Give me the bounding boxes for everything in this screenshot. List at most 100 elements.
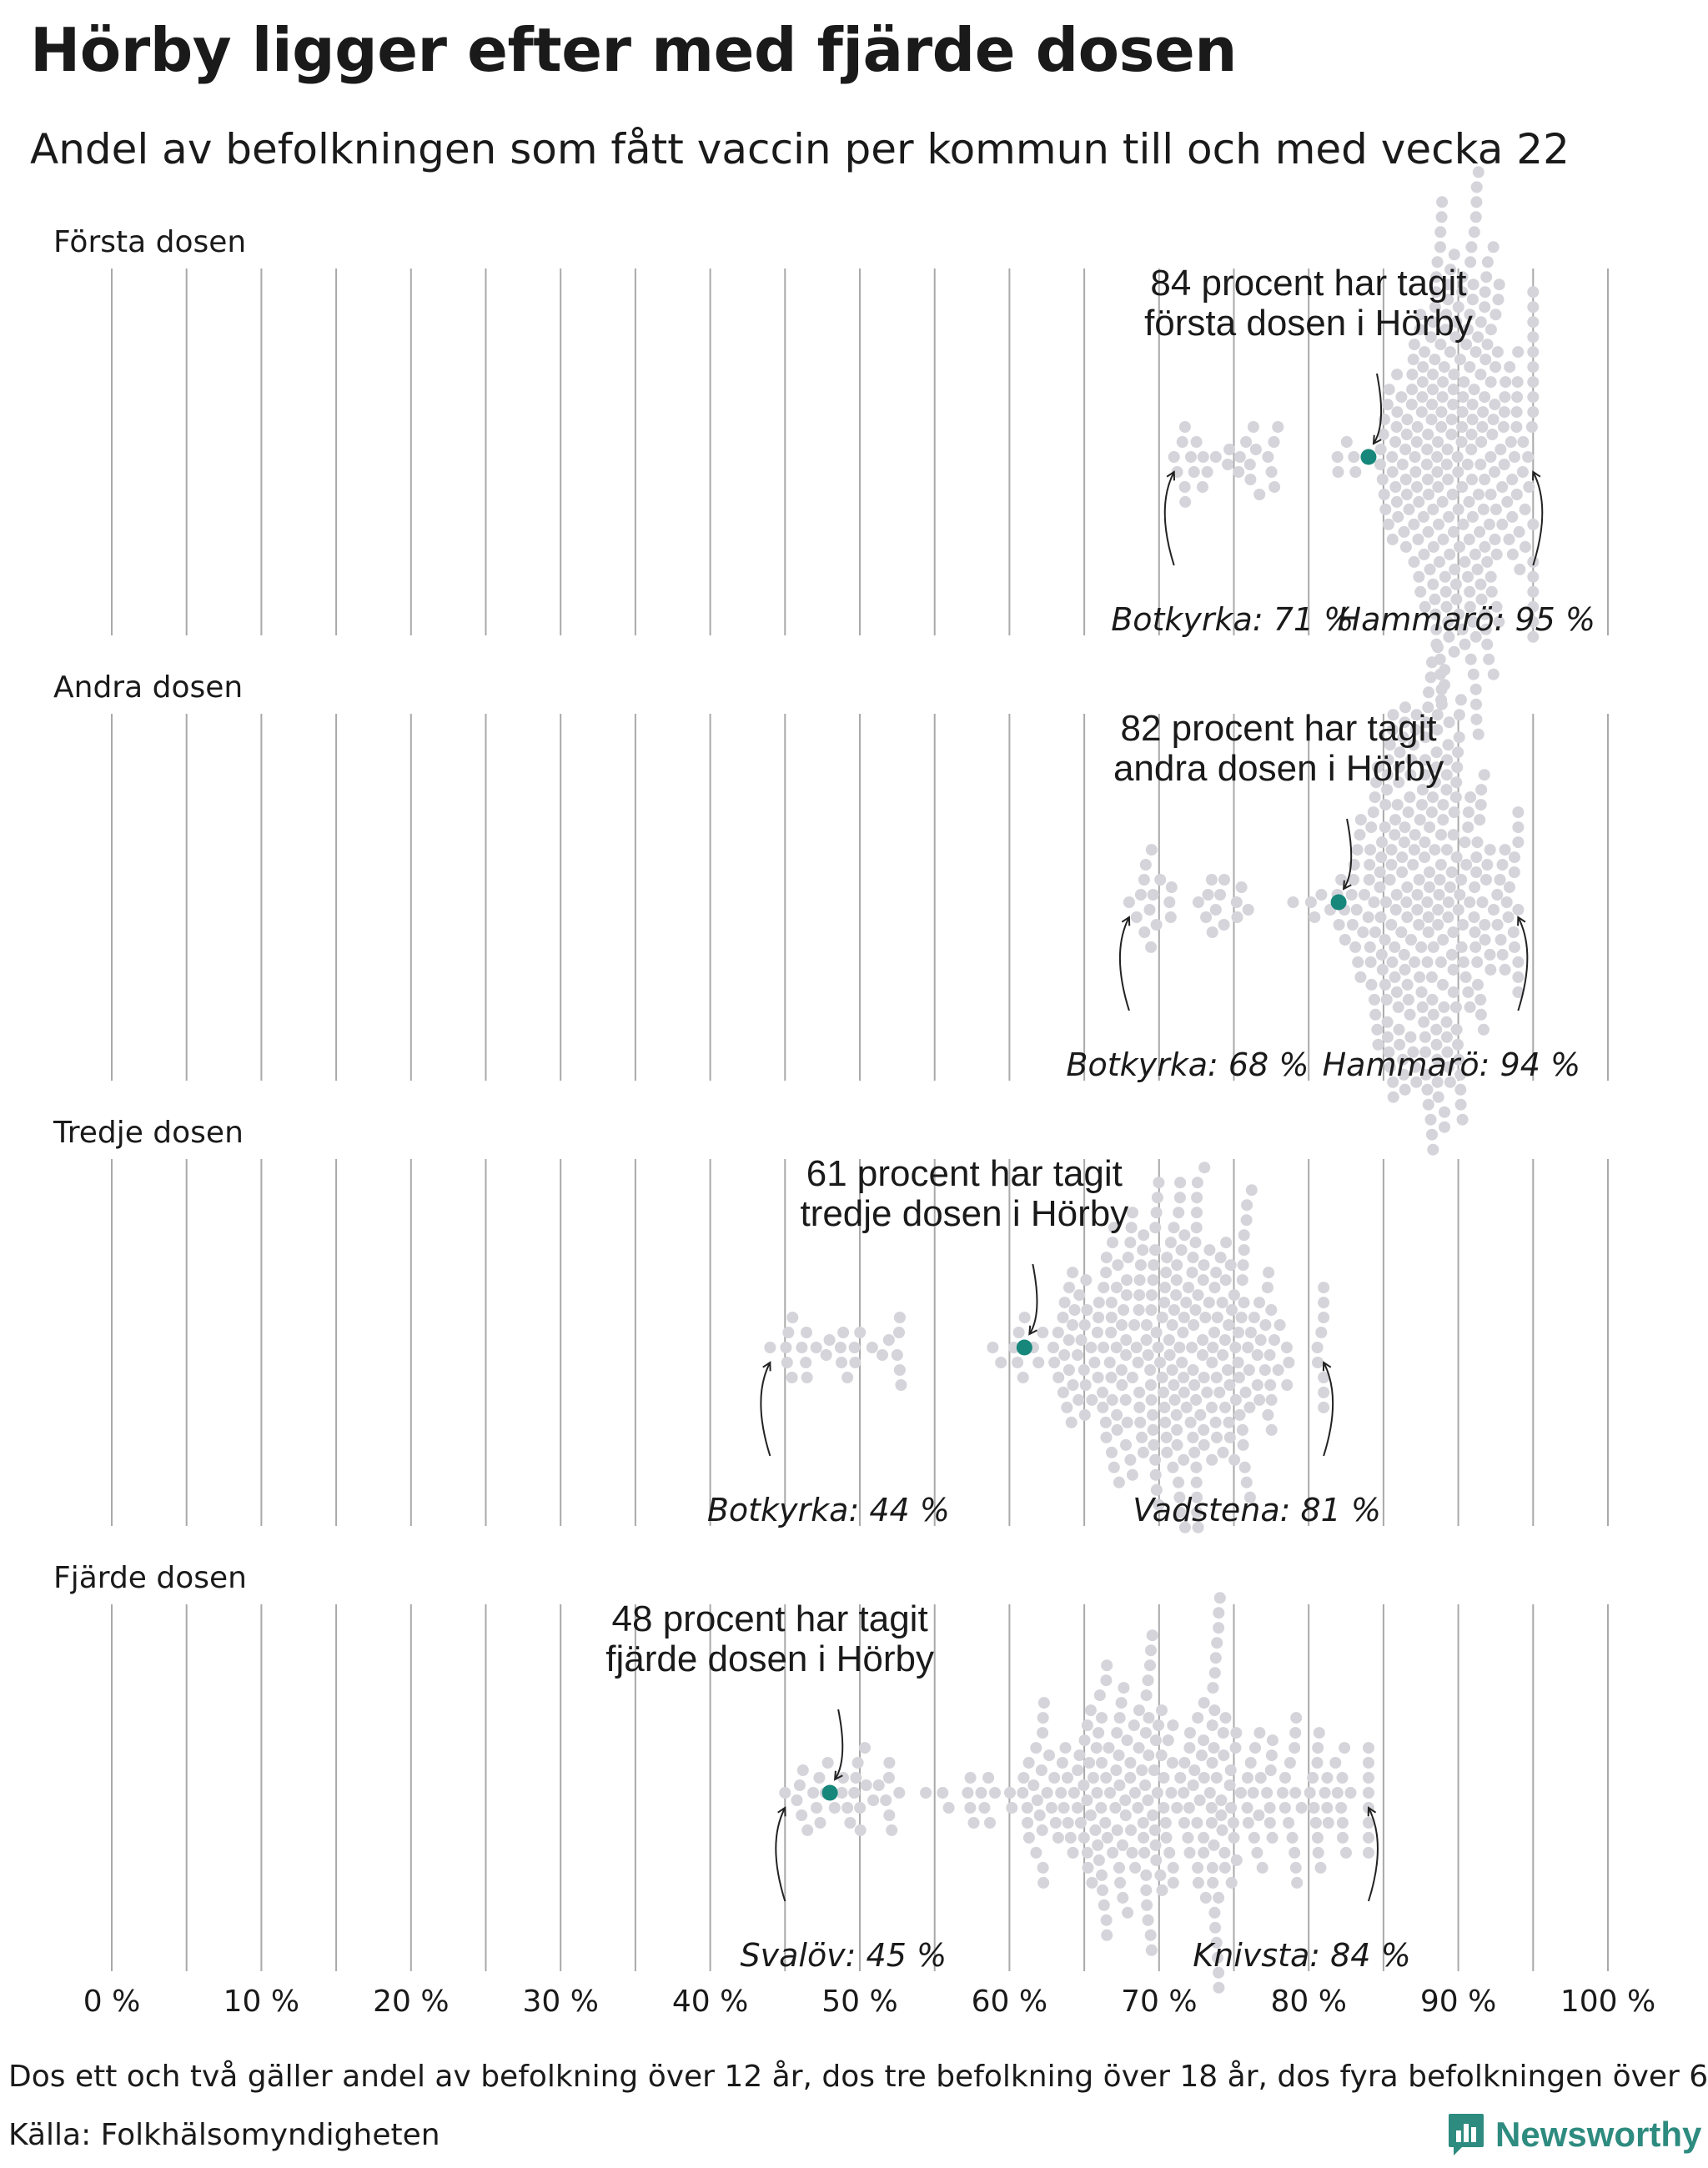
data-point[interactable] — [1073, 1289, 1086, 1302]
data-point[interactable] — [1382, 518, 1394, 530]
data-point[interactable] — [1082, 1861, 1094, 1874]
data-point[interactable] — [1364, 844, 1376, 856]
data-point[interactable] — [1055, 1787, 1068, 1799]
data-point[interactable] — [1278, 1802, 1291, 1814]
data-point[interactable] — [1372, 1038, 1384, 1051]
data-point[interactable] — [1456, 406, 1469, 419]
data-point[interactable] — [1223, 1779, 1236, 1791]
data-point[interactable] — [1238, 1297, 1250, 1309]
data-point[interactable] — [1156, 1704, 1168, 1717]
data-point[interactable] — [1022, 1831, 1035, 1844]
data-point[interactable] — [1444, 346, 1456, 359]
data-point[interactable] — [1471, 836, 1484, 849]
data-point[interactable] — [1475, 436, 1488, 448]
data-point[interactable] — [1210, 1772, 1223, 1784]
data-point[interactable] — [1527, 391, 1540, 404]
data-point[interactable] — [1178, 1757, 1191, 1769]
data-point[interactable] — [1394, 1038, 1406, 1051]
data-point[interactable] — [1190, 1476, 1203, 1488]
data-point[interactable] — [893, 1312, 906, 1323]
data-point[interactable] — [1513, 525, 1525, 538]
data-point[interactable] — [844, 1817, 857, 1829]
data-point[interactable] — [1253, 1809, 1265, 1821]
data-point[interactable] — [1363, 874, 1375, 886]
data-point[interactable] — [1251, 1846, 1263, 1859]
data-point[interactable] — [1510, 421, 1523, 433]
data-point[interactable] — [1400, 489, 1413, 500]
data-point[interactable] — [1208, 1282, 1221, 1294]
data-point[interactable] — [882, 1772, 895, 1784]
data-point[interactable] — [1168, 1393, 1181, 1406]
data-point[interactable] — [1479, 608, 1491, 620]
data-point[interactable] — [1415, 941, 1428, 953]
data-point[interactable] — [1052, 1327, 1064, 1338]
data-point[interactable] — [1462, 324, 1474, 336]
data-point[interactable] — [1201, 466, 1213, 478]
data-point[interactable] — [1183, 1282, 1194, 1294]
data-point[interactable] — [1354, 829, 1366, 841]
data-point[interactable] — [1408, 555, 1420, 568]
data-point[interactable] — [1444, 263, 1457, 276]
data-point[interactable] — [1122, 1906, 1134, 1919]
data-point[interactable] — [1383, 384, 1395, 396]
data-point[interactable] — [1022, 1757, 1035, 1769]
data-point[interactable] — [1404, 1008, 1416, 1021]
data-point[interactable] — [1191, 1506, 1203, 1518]
data-point[interactable] — [1484, 570, 1497, 583]
data-point[interactable] — [895, 1379, 907, 1391]
data-point[interactable] — [1506, 474, 1519, 485]
data-point[interactable] — [1315, 1327, 1328, 1338]
data-point[interactable] — [1417, 361, 1429, 374]
data-point[interactable] — [1167, 1719, 1179, 1732]
data-point[interactable] — [1399, 444, 1412, 455]
data-point[interactable] — [1404, 769, 1417, 781]
data-point[interactable] — [1115, 1697, 1128, 1709]
data-point[interactable] — [1160, 1831, 1173, 1844]
data-point[interactable] — [1140, 1689, 1153, 1702]
data-point[interactable] — [1433, 889, 1445, 901]
data-point[interactable] — [1188, 1764, 1201, 1776]
data-point[interactable] — [1363, 1817, 1374, 1829]
data-point[interactable] — [1425, 414, 1438, 426]
data-point[interactable] — [1415, 986, 1428, 998]
data-point[interactable] — [1096, 1869, 1108, 1881]
data-point[interactable] — [1280, 1342, 1293, 1353]
data-point[interactable] — [1527, 301, 1540, 314]
data-point[interactable] — [1062, 1772, 1073, 1784]
data-point[interactable] — [1198, 1259, 1210, 1272]
data-point[interactable] — [1105, 1327, 1118, 1338]
data-point[interactable] — [1164, 911, 1177, 923]
data-point[interactable] — [801, 1327, 812, 1338]
data-point[interactable] — [1068, 1304, 1081, 1316]
data-point[interactable] — [1510, 406, 1523, 419]
data-point[interactable] — [1146, 1289, 1158, 1302]
data-point[interactable] — [1479, 391, 1491, 404]
data-point[interactable] — [1206, 1757, 1218, 1769]
data-point[interactable] — [1440, 1031, 1453, 1043]
data-point[interactable] — [1213, 1607, 1225, 1619]
data-point[interactable] — [1436, 495, 1449, 508]
data-point[interactable] — [1126, 1372, 1138, 1383]
data-point[interactable] — [1183, 1742, 1196, 1754]
data-point[interactable] — [1408, 339, 1420, 351]
data-point[interactable] — [1068, 1787, 1080, 1799]
data-point[interactable] — [1418, 548, 1430, 560]
data-point[interactable] — [1047, 1342, 1059, 1353]
data-point[interactable] — [1432, 1091, 1444, 1103]
data-point[interactable] — [1174, 1772, 1187, 1784]
data-point[interactable] — [1156, 1884, 1168, 1896]
data-point[interactable] — [1429, 354, 1441, 366]
data-point[interactable] — [1318, 1386, 1330, 1398]
data-point[interactable] — [1314, 1861, 1327, 1874]
data-point[interactable] — [1057, 1312, 1069, 1323]
data-point[interactable] — [1354, 971, 1367, 983]
data-point[interactable] — [1113, 1779, 1126, 1791]
data-point[interactable] — [1432, 481, 1444, 493]
data-point[interactable] — [1421, 896, 1434, 908]
data-point[interactable] — [1489, 309, 1502, 321]
data-point[interactable] — [1427, 503, 1439, 515]
data-point[interactable] — [796, 1809, 808, 1821]
data-point[interactable] — [1507, 926, 1520, 938]
data-point[interactable] — [1474, 459, 1487, 470]
data-point[interactable] — [1448, 369, 1460, 381]
